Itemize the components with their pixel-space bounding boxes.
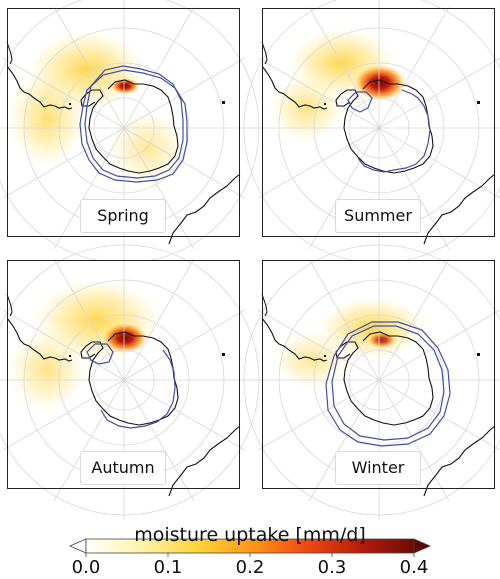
frame-autumn	[7, 260, 240, 489]
sea-ice-contours-autumn	[86, 343, 176, 429]
frame-spring	[7, 8, 240, 237]
colorbar-tick-label: 0.3	[317, 557, 347, 578]
colorbar-extend-max	[413, 538, 431, 554]
colorbar-tick-label: 0.0	[71, 557, 101, 578]
uptake-field-summer	[269, 28, 406, 143]
frame-winter	[262, 260, 495, 489]
sea-ice-contours-winter	[325, 321, 451, 447]
map-panel-summer	[238, 0, 500, 269]
colorbar	[69, 538, 431, 557]
map-panel-autumn	[0, 239, 265, 521]
colorbar-tick-label: 0.4	[399, 557, 429, 578]
colorbar-tick-label: 0.2	[235, 557, 265, 578]
season-label-autumn: Autumn	[80, 451, 166, 485]
sea-ice-contours-summer	[347, 89, 431, 173]
season-label-spring: Spring	[80, 199, 166, 233]
colorbar-title: moisture uptake [mm/d]	[134, 524, 366, 546]
map-panel-winter	[238, 239, 500, 521]
sea-ice-contours-spring	[79, 65, 188, 183]
colorbar-tick-label: 0.1	[153, 557, 183, 578]
season-label-summer: Summer	[335, 199, 421, 233]
season-label-winter: Winter	[335, 451, 421, 485]
frame-summer	[262, 8, 495, 237]
map-panel-spring	[0, 0, 265, 269]
